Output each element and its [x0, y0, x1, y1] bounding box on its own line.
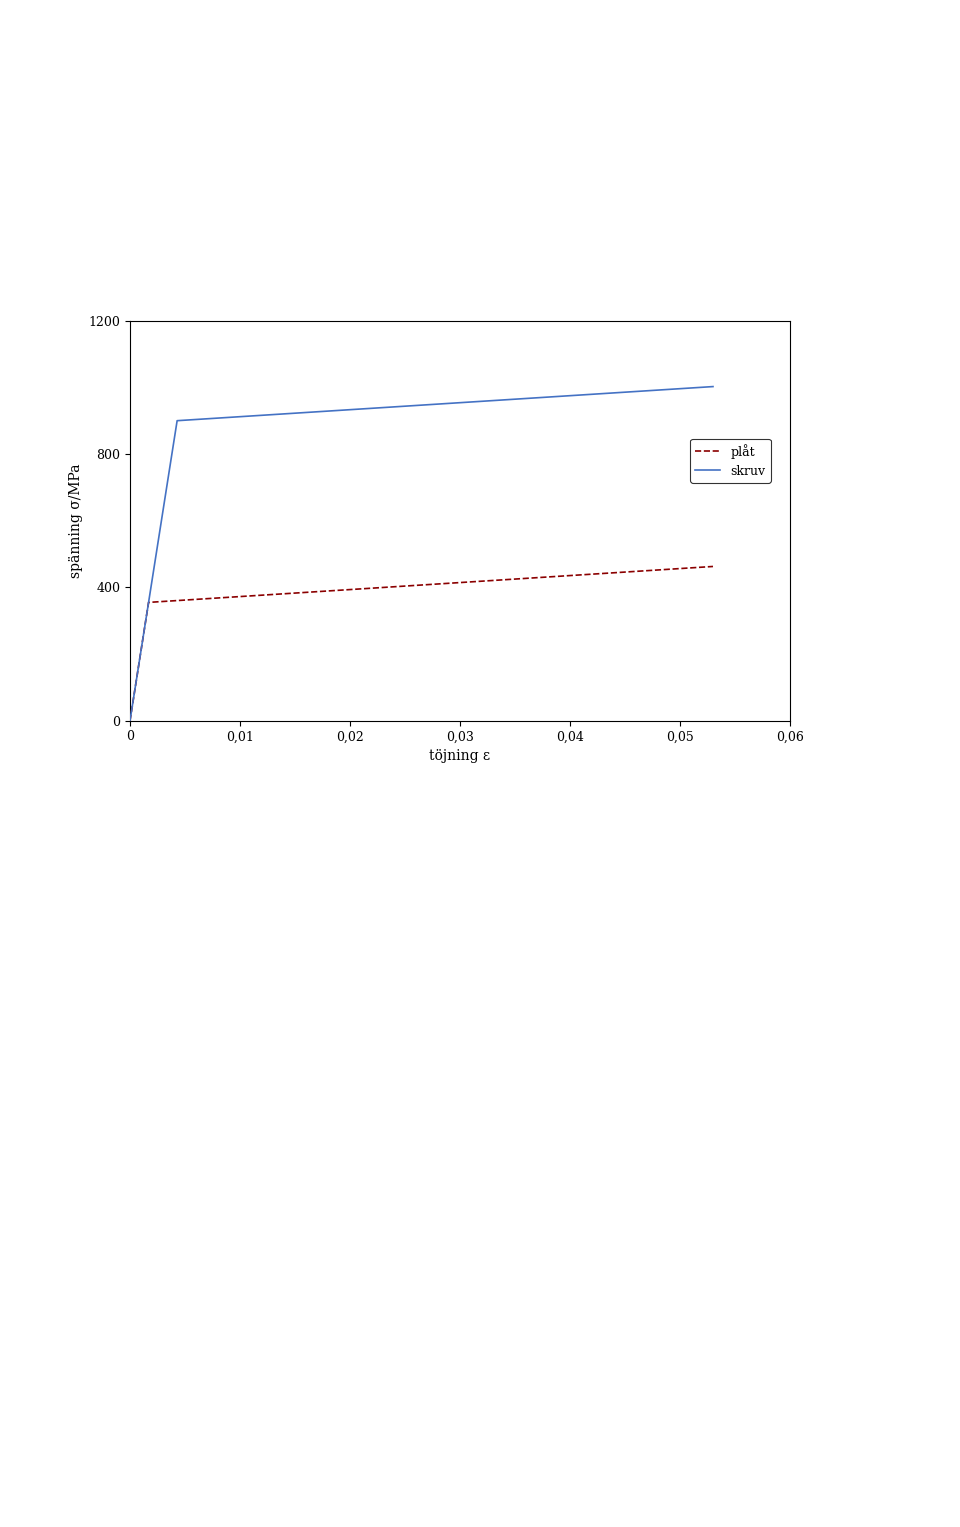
plåt	[708, 557, 719, 576]
Legend: plåt, skruv: plåt, skruv	[690, 438, 771, 483]
Y-axis label: spänning σ/MPa: spänning σ/MPa	[69, 464, 83, 577]
plåt	[124, 712, 135, 730]
X-axis label: töjning ε: töjning ε	[429, 750, 491, 764]
Line: skruv: skruv	[130, 386, 713, 721]
skruv	[124, 712, 135, 730]
Line: plåt: plåt	[130, 567, 713, 721]
skruv	[172, 411, 183, 429]
skruv	[708, 377, 719, 395]
plåt	[143, 592, 155, 611]
